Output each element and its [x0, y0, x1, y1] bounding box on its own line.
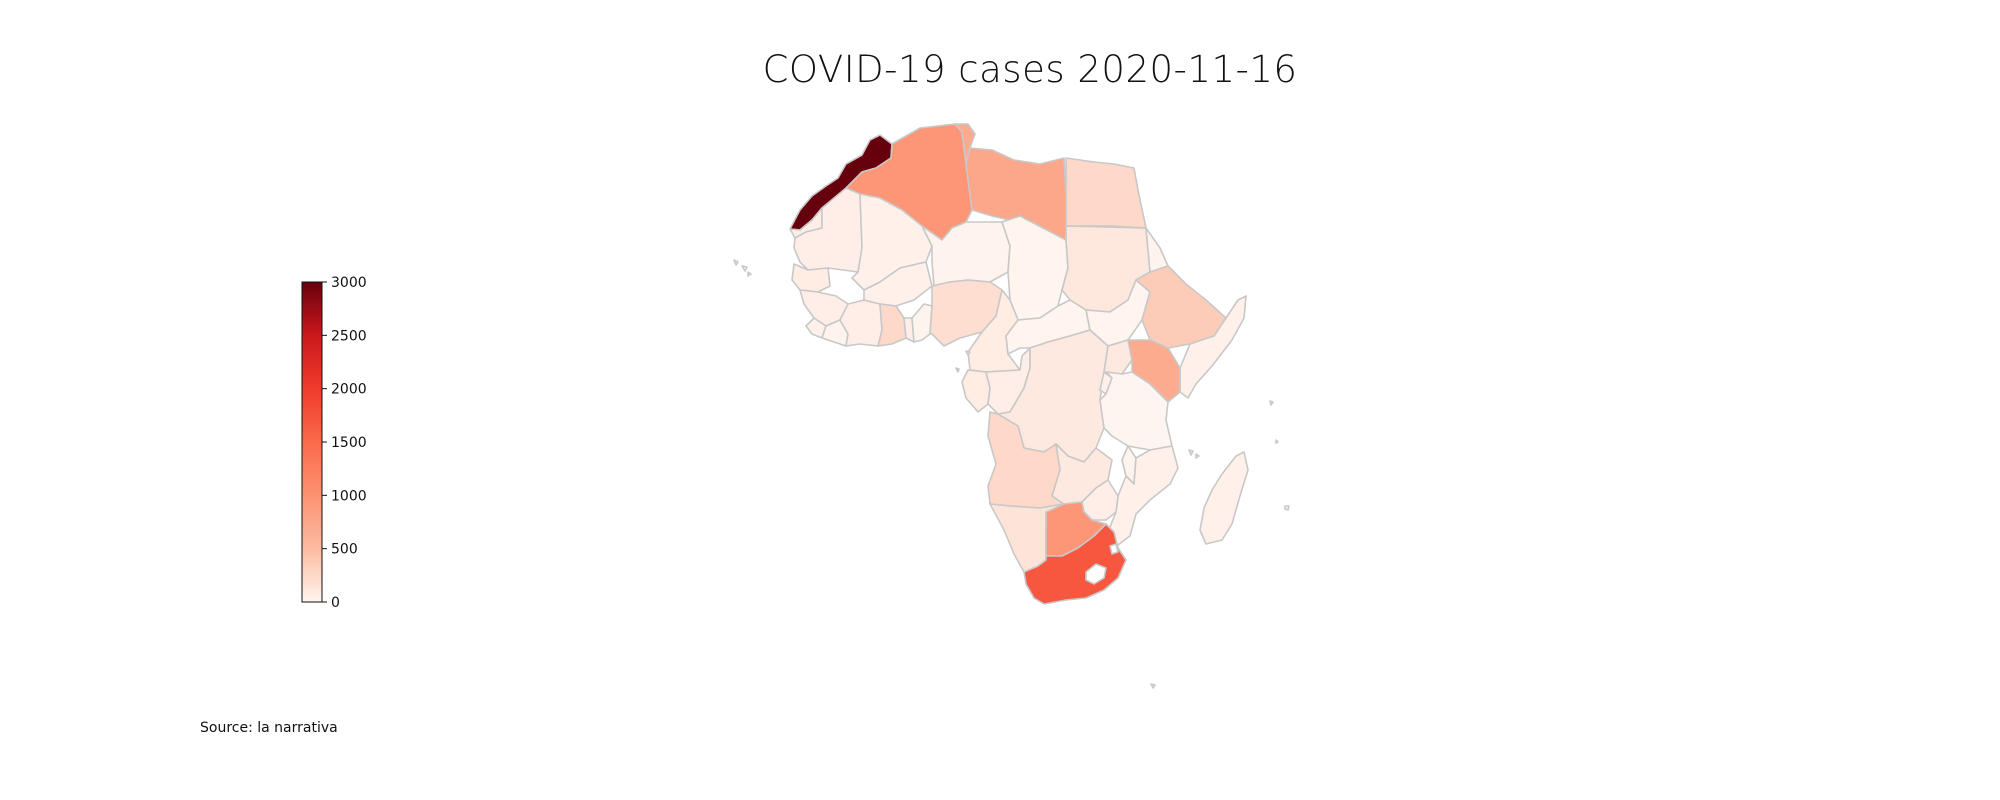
- country-sierra-leone: [805, 317, 827, 339]
- country-burkina-faso: [863, 261, 933, 307]
- source-note: Source: la narrativa: [200, 720, 338, 736]
- country-eswatini: [1109, 543, 1119, 555]
- mauritius-island: [1284, 505, 1290, 511]
- country-lesotho: [1085, 563, 1107, 585]
- country-senegal: [791, 263, 831, 293]
- colorbar-tick-label: 500: [331, 542, 358, 558]
- countries-layer: [789, 123, 1249, 605]
- sao-tome-island: [955, 367, 960, 373]
- colorbar-tick-label: 3000: [331, 275, 367, 291]
- chart-title: COVID-19 cases 2020-11-16: [762, 48, 1298, 91]
- country-ghana: [877, 303, 907, 347]
- colorbar-ticks: 0 500 1000 1500 2000 2500 3000: [322, 275, 367, 611]
- small-south-island: [1150, 683, 1156, 689]
- country-niger: [921, 221, 1011, 287]
- country-somalia: [1179, 295, 1247, 399]
- colorbar-tick-label: 1000: [331, 488, 367, 504]
- country-south-africa: [1023, 523, 1127, 605]
- comoros-islands: [1188, 449, 1200, 459]
- cape-verde-islands: [733, 259, 752, 277]
- colorbar-tick-label: 0: [331, 595, 340, 611]
- colorbar-tick-label: 2000: [331, 382, 367, 398]
- islands-layer: [733, 259, 1290, 689]
- seychelles-islands: [1269, 400, 1279, 444]
- colorbar-gradient: [301, 281, 323, 603]
- country-kenya: [1127, 339, 1181, 403]
- country-madagascar: [1199, 451, 1249, 545]
- colorbar-tick-label: 2500: [331, 328, 367, 344]
- bioko-island: [965, 350, 971, 356]
- colorbar-tick-label: 1500: [331, 435, 367, 451]
